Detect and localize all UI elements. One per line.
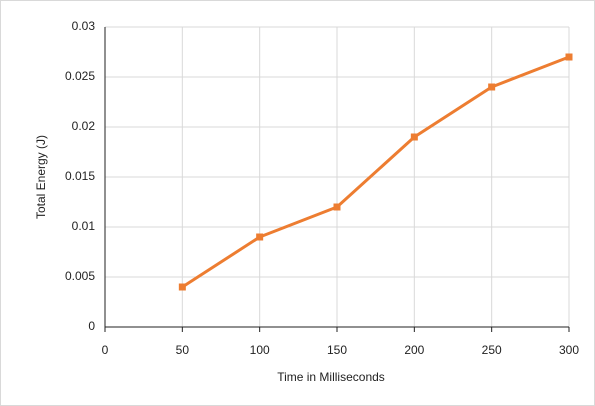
data-point [565,53,573,61]
data-point [178,283,186,291]
x-tick-label: 100 [250,343,270,357]
y-tick-label: 0.015 [65,169,95,183]
x-tick-label: 300 [559,343,579,357]
y-tick-label: 0.03 [72,19,96,33]
x-tick-label: 200 [404,343,424,357]
data-point [333,203,341,211]
x-tick-label: 50 [176,343,190,357]
x-tick-label: 250 [482,343,502,357]
y-tick-label: 0.005 [65,269,95,283]
data-point [488,83,496,91]
y-tick-label: 0 [88,319,95,333]
x-axis-title: Time in Milliseconds [277,370,385,384]
y-tick-label: 0.02 [72,119,96,133]
data-point [410,133,418,141]
x-tick-label: 150 [327,343,347,357]
y-tick-label: 0.025 [65,69,95,83]
data-line [181,55,570,289]
y-tick-label: 0.01 [72,219,96,233]
y-axis-title: Total Energy (J) [34,135,48,219]
data-point [256,233,264,241]
x-tick-label: 0 [102,343,109,357]
